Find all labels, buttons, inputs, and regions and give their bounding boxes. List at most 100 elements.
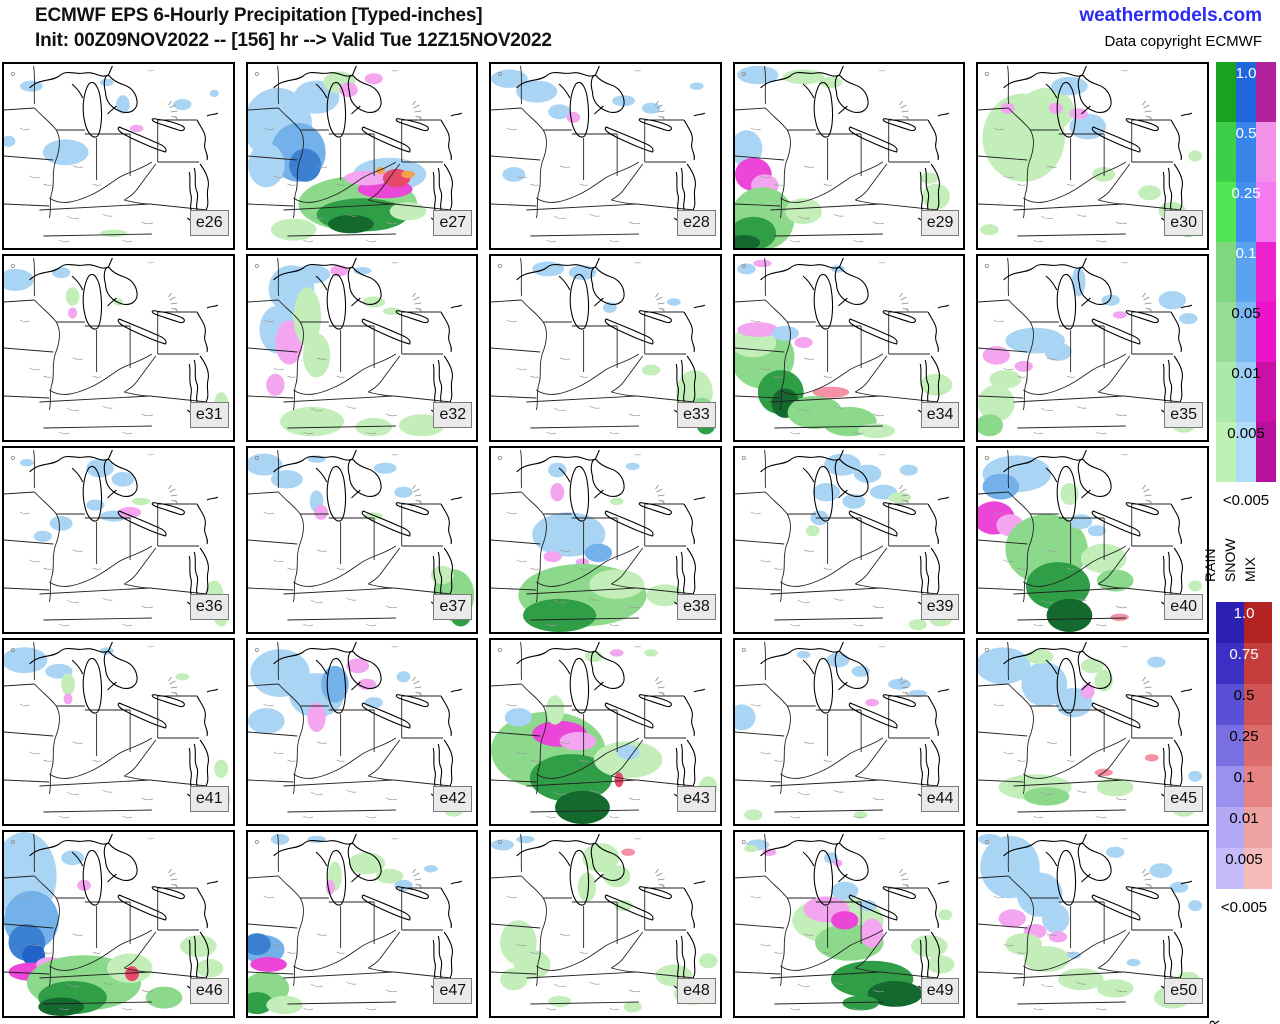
color-swatch: [1244, 602, 1272, 643]
precip-shading: [4, 267, 229, 415]
color-swatch: [1244, 766, 1272, 807]
member-label: e48: [677, 978, 716, 1004]
ensemble-panel-e44: e44: [732, 638, 966, 826]
precip-map-e30: [978, 65, 1203, 243]
color-swatch: [1256, 122, 1276, 182]
precip-shading: [19, 459, 229, 627]
member-label: e40: [1164, 594, 1203, 620]
member-label: e42: [433, 786, 473, 812]
precip-map-e50: [978, 833, 1203, 1011]
precip-map-e45: [978, 641, 1203, 819]
precip-shading: [734, 259, 952, 439]
weathermodels-link[interactable]: weathermodels.com: [1079, 5, 1262, 26]
color-swatch: [1236, 422, 1256, 482]
color-swatch: [1216, 302, 1236, 362]
color-swatch: [1244, 848, 1272, 889]
member-label: e32: [433, 402, 473, 428]
color-swatch: [1256, 62, 1276, 122]
ensemble-panel-e45: e45: [976, 638, 1209, 826]
color-swatch: [1244, 807, 1272, 848]
color-swatch: [1216, 122, 1236, 182]
ensemble-panel-e33: e33: [489, 254, 722, 442]
color-swatch: [1216, 62, 1236, 122]
ensemble-panel-e35: e35: [976, 254, 1209, 442]
color-swatch: [1256, 302, 1276, 362]
ensemble-panel-e32: e32: [245, 254, 479, 442]
precip-shading: [518, 462, 684, 632]
ensemble-panel-e48: e48: [489, 830, 722, 1018]
precip-map-e44: [734, 641, 950, 821]
colorbar-swatches: [1216, 62, 1276, 482]
ensemble-panel-e39: e39: [732, 446, 966, 634]
color-swatch: [1236, 362, 1256, 422]
colorbar-below-label: <0.005: [1222, 492, 1270, 509]
page-subtitle: Init: 00Z09NOV2022 -- [156] hr --> Valid…: [35, 30, 552, 51]
color-swatch: [1256, 182, 1276, 242]
ensemble-panel-e47: e47: [245, 830, 479, 1018]
member-label: e46: [189, 978, 229, 1004]
member-label: e34: [920, 402, 960, 428]
color-swatch: [1256, 362, 1276, 422]
precip-map-e26: [4, 65, 219, 243]
colorbar-column-snow: [1236, 62, 1256, 482]
color-swatch: [1244, 684, 1272, 725]
member-label: e31: [189, 402, 229, 428]
ensemble-panel-e38: e38: [489, 446, 722, 634]
precip-shading: [4, 832, 224, 1016]
ensemble-panel-e40: e40: [976, 446, 1209, 634]
member-label: e29: [920, 210, 960, 236]
member-label: e47: [433, 978, 473, 1004]
member-label: e27: [433, 210, 473, 236]
color-swatch: [1216, 602, 1244, 643]
colorbar-type-label-mix: MIX: [1242, 557, 1258, 582]
precip-map-e29: [734, 65, 950, 248]
precip-map-e36: [4, 449, 229, 627]
color-swatch: [1236, 122, 1256, 182]
colorbar-column-mix: [1256, 62, 1276, 482]
precip-shading: [978, 267, 1198, 437]
colorbar-precip: 1.0 0.5 0.25 0.1 0.05 0.01 0.005 <0.005 RAIN SNOW…: [1202, 62, 1276, 592]
color-swatch: [1244, 643, 1272, 684]
member-label: e43: [677, 786, 716, 812]
precip-map-e40: [978, 449, 1203, 632]
member-label: e28: [677, 210, 716, 236]
ensemble-panel-e34: e34: [732, 254, 966, 442]
ensemble-panel-e46: e46: [2, 830, 235, 1018]
ensemble-panel-e42: e42: [245, 638, 479, 826]
precip-shading: [247, 71, 426, 241]
member-label: e49: [920, 978, 960, 1004]
colorbar-type-label-snow: SNOW: [1222, 538, 1238, 582]
member-label: e33: [677, 402, 716, 428]
ensemble-panel-e41: e41: [2, 638, 235, 826]
precip-shading: [247, 649, 463, 817]
member-label: e38: [677, 594, 716, 620]
precip-map-e28: [491, 65, 706, 243]
ensemble-panel-e49: e49: [732, 830, 966, 1018]
member-label: e35: [1164, 402, 1203, 428]
member-label: e41: [189, 786, 229, 812]
colorbar-type-label-frzr: FRZR: [1206, 1020, 1222, 1024]
precip-map-e46: [4, 832, 224, 1016]
color-swatch: [1236, 302, 1256, 362]
color-swatch: [1216, 182, 1236, 242]
precip-shading: [247, 833, 438, 1015]
color-swatch: [1216, 766, 1244, 807]
member-label: e45: [1164, 786, 1203, 812]
member-label: e39: [920, 594, 960, 620]
ensemble-panel-e50: e50: [976, 830, 1209, 1018]
precip-map-e49: [734, 833, 955, 1011]
ensemble-panel-e27: e27: [245, 62, 479, 250]
page-title: ECMWF EPS 6-Hourly Precipitation [Typed-…: [35, 5, 483, 26]
color-swatch: [1236, 182, 1256, 242]
colorbars: 1.0 0.5 0.25 0.1 0.05 0.01 0.005 <0.005 RAIN SNOW…: [1202, 62, 1280, 1024]
member-label: e26: [189, 210, 229, 236]
color-swatch: [1216, 725, 1244, 766]
ensemble-panel-e29: e29: [732, 62, 966, 250]
precip-map-e38: [491, 449, 706, 632]
color-swatch: [1216, 362, 1236, 422]
ensemble-panel-e36: e36: [2, 446, 235, 634]
color-swatch: [1216, 684, 1244, 725]
color-swatch: [1216, 807, 1244, 848]
colorbar-column-frzr: [1216, 602, 1244, 889]
